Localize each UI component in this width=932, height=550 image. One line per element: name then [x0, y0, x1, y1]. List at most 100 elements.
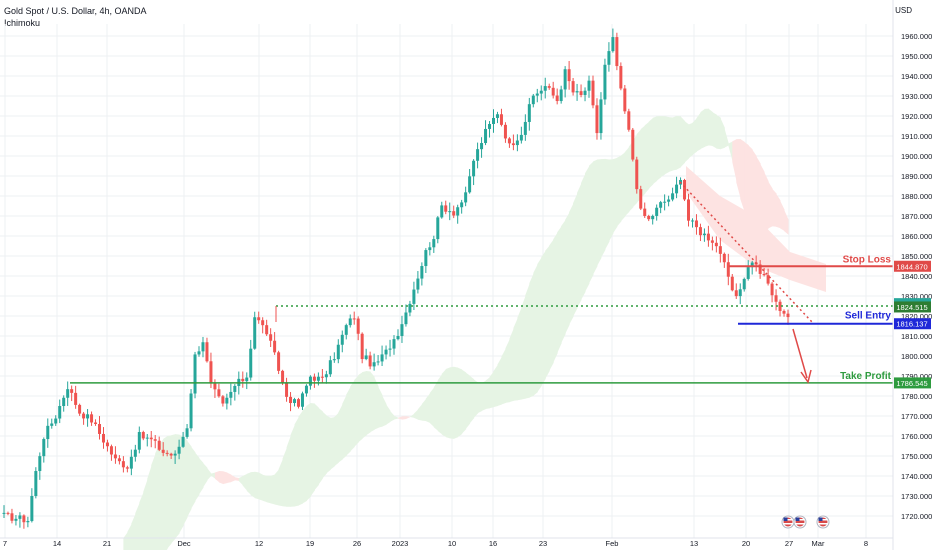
price-tick-label: 1860.000	[901, 232, 932, 241]
candle-body	[201, 342, 205, 352]
cloud-segment	[672, 115, 678, 171]
price-tick-label: 1950.000	[901, 52, 932, 61]
candle-body	[464, 192, 468, 203]
candle-body	[484, 128, 488, 144]
us-flag-event-icon[interactable]	[781, 515, 795, 529]
candle-body	[762, 273, 766, 276]
candle-body	[766, 275, 770, 284]
candle-body	[480, 143, 484, 150]
take-profit-price-tag-bg	[894, 377, 931, 389]
cloud-segment	[616, 155, 622, 227]
candle-body	[750, 262, 754, 268]
candle-body	[770, 283, 774, 296]
candle-body	[221, 396, 225, 404]
candle-body	[519, 134, 523, 141]
event-icons-layer	[781, 515, 830, 529]
candle-body	[98, 423, 102, 434]
candle-body	[595, 105, 599, 134]
candle-body	[392, 339, 396, 349]
candle-body	[261, 320, 265, 326]
cloud-segment	[238, 475, 244, 486]
cloud-segment	[187, 440, 192, 518]
candle-body	[42, 439, 46, 457]
cloud-segment	[608, 159, 614, 242]
candle-body	[30, 495, 34, 522]
time-tick-label: 19	[306, 539, 314, 548]
candle-body	[563, 69, 567, 90]
candle-body	[567, 69, 571, 82]
event-icon-stripe	[795, 523, 805, 525]
time-tick-label: 7	[3, 539, 7, 548]
candle-body	[611, 37, 615, 52]
cloud-segment	[585, 165, 590, 292]
candle-body	[730, 276, 734, 291]
cloud-segment	[409, 413, 415, 418]
candle-body	[416, 278, 420, 290]
candle-body	[782, 310, 786, 314]
cloud-segment	[473, 379, 479, 419]
candle-body	[105, 442, 109, 447]
indicator-label[interactable]: Ichimoku	[4, 18, 41, 28]
candle-body	[667, 199, 671, 202]
cloud-segment	[652, 116, 658, 185]
cloud-segment	[589, 161, 594, 284]
candle-body	[6, 512, 10, 514]
candle-body	[269, 334, 273, 341]
cloud-segment	[322, 411, 327, 479]
cloud-segment	[600, 158, 606, 258]
price-tick-label: 1790.000	[901, 372, 932, 381]
candle-body	[125, 467, 129, 469]
candle-body	[38, 456, 42, 472]
us-flag-event-icon[interactable]	[816, 515, 830, 529]
candle-body	[420, 266, 424, 279]
levels-layer: Stop Loss Sell Entry Take Profit	[70, 181, 893, 384]
price-tick-label: 1880.000	[901, 192, 932, 201]
candle-body	[94, 422, 98, 424]
cloud-projection	[686, 166, 826, 292]
candle-body	[197, 351, 201, 355]
candle-body	[300, 393, 304, 407]
cloud-segment	[171, 434, 176, 544]
candle-body	[66, 389, 70, 398]
cloud-segment	[175, 434, 180, 539]
cloud-segment	[370, 371, 375, 433]
price-tick-label: 1730.000	[901, 492, 932, 501]
descending-trendline	[679, 181, 813, 323]
candle-body	[571, 81, 575, 93]
candle-body	[109, 446, 113, 455]
cloud-segment	[230, 474, 236, 483]
us-flag-event-icon[interactable]	[793, 515, 807, 529]
cloud-segment	[533, 264, 538, 396]
candle-body	[304, 385, 308, 394]
cloud-segment	[397, 416, 403, 420]
candle-body	[153, 439, 157, 441]
candle-body	[133, 449, 137, 457]
cloud-segment	[382, 395, 387, 427]
candle-body	[758, 264, 762, 274]
candle-body	[651, 215, 655, 220]
cloud-segment	[127, 523, 132, 550]
candle-body	[352, 318, 356, 320]
candle-body	[778, 301, 782, 311]
time-tick-label: 14	[53, 539, 61, 548]
candle-body	[364, 355, 368, 360]
cloud-segment	[278, 458, 284, 507]
candle-body	[145, 437, 149, 439]
candle-body	[599, 99, 603, 134]
cloud-segment	[417, 404, 423, 421]
price-tick-label: 1870.000	[901, 212, 932, 221]
candle-body	[539, 90, 543, 94]
candle-body	[293, 399, 297, 404]
cloud-segment	[362, 371, 367, 439]
cloud-segment	[541, 250, 546, 386]
cloud-segment	[326, 415, 331, 474]
candle-body	[404, 312, 408, 325]
cloud-segment	[784, 209, 789, 235]
stop-loss-price-tag: 1844.870	[896, 262, 927, 271]
cloud-segment	[481, 380, 487, 412]
candle-body	[161, 449, 165, 453]
cloud-segment	[461, 369, 467, 434]
